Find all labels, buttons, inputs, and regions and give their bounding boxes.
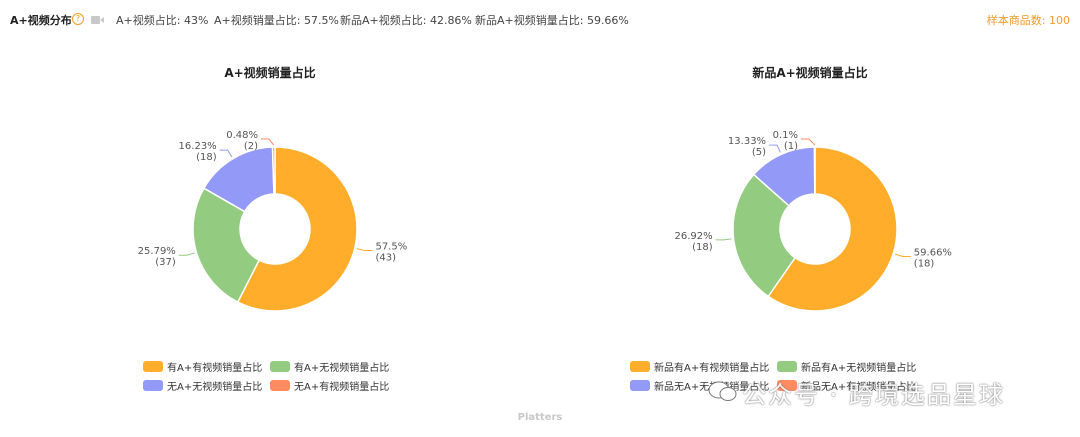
legend-label: 新品有A+无视频销量占比 (801, 363, 917, 374)
legend-swatch (270, 361, 290, 372)
pie-slice[interactable] (192, 187, 261, 304)
label-leader-line (261, 138, 275, 146)
label-leader-line (178, 252, 195, 256)
stat-new-aplus-video-ratio: 新品A+视频占比: 42.86% (340, 14, 472, 27)
label-leader-line (769, 144, 781, 153)
label-leader-line (715, 238, 732, 241)
data-label-count: (5) (752, 147, 766, 158)
legend-swatch (270, 380, 290, 391)
data-label-percent: 13.33% (728, 136, 766, 147)
label-leader-line (219, 149, 233, 158)
pie-slice[interactable] (271, 146, 276, 195)
chart-title: 新品A+视频销量占比 (752, 66, 868, 80)
section-title: A+视频分布 (10, 14, 72, 27)
data-label-percent: 0.1% (773, 130, 798, 141)
legend-label: 有A+无视频销量占比 (294, 363, 390, 374)
legend-item[interactable]: 无A+有视频销量占比 (270, 378, 389, 393)
stat-aplus-video-sales-ratio: A+视频销量占比: 57.5% (214, 14, 339, 27)
chart-panel-new-aplus-video-sales: 新品A+视频销量占比 59.66% (18) 26.92% (18) 13.33% (5)… (540, 52, 1080, 412)
stat-aplus-video-ratio: A+视频占比: 43% (116, 14, 209, 27)
legend-label: 有A+有视频销量占比 (167, 363, 263, 374)
data-label-count: (18) (196, 152, 217, 163)
data-label-percent: 59.66% (914, 247, 952, 258)
legend-item[interactable]: 有A+无视频销量占比 (270, 359, 389, 374)
legend-item[interactable]: 有A+有视频销量占比 (143, 359, 262, 374)
pie-slice[interactable] (732, 173, 797, 298)
wechat-logo-icon (708, 381, 737, 401)
data-label-percent: 16.23% (179, 141, 217, 152)
pie-slice[interactable] (767, 146, 898, 312)
sample-count: 样本商品数: 100 (986, 14, 1070, 27)
chart-panel-aplus-video-sales: A+视频销量占比 57.5% (43) 25.79% (37) 16.23% (18) 0.… (0, 52, 540, 412)
data-label-count: (37) (155, 257, 176, 268)
donut-chart-aplus-video-sales: 57.5%(43) 25.79%(37) 16.23%(18) 0.48%(2) (138, 130, 407, 312)
watermark: 公众号 · 跨境选品星球 (742, 381, 1005, 409)
data-label-percent: 25.79% (138, 246, 176, 257)
legend-label: 无A+无视频销量占比 (167, 382, 263, 393)
label-leader-line (895, 253, 911, 257)
legend-label: 新品有A+有视频销量占比 (654, 363, 770, 374)
chart-title: A+视频销量占比 (224, 66, 316, 80)
data-label-percent: 57.5% (375, 241, 407, 252)
legend-swatch (143, 380, 163, 391)
donut-chart-new-aplus-video-sales: 59.66%(18)26.92%(18)13.33%(5)0.1%(1) (675, 130, 952, 312)
legend-item[interactable]: 新品有A+有视频销量占比 (630, 359, 769, 374)
data-label-percent: 0.48% (226, 130, 258, 141)
data-label-count: (18) (914, 258, 935, 269)
data-label-count: (43) (375, 252, 396, 263)
legend-item[interactable]: 新品有A+无视频销量占比 (777, 359, 916, 374)
legend-swatch (143, 361, 163, 372)
legend-swatch (630, 361, 650, 372)
legend-swatch (630, 380, 650, 391)
data-label-count: (2) (244, 141, 258, 152)
legend-item[interactable]: 无A+无视频销量占比 (143, 378, 262, 393)
video-camera-icon (91, 16, 104, 24)
data-label-percent: 26.92% (675, 231, 713, 242)
legend-label: 无A+有视频销量占比 (294, 382, 390, 393)
question-circle-icon[interactable]: ? (72, 13, 84, 25)
legend-swatch (777, 361, 797, 372)
stat-new-aplus-video-sales-ratio: 新品A+视频销量占比: 59.66% (475, 14, 629, 27)
header-bar: A+视频分布 ? A+视频占比: 43% A+视频销量占比: 57.5% 新品A… (10, 12, 1070, 30)
pie-slice[interactable] (236, 146, 358, 312)
label-leader-line (801, 138, 816, 146)
footer-brand: Platters (517, 412, 563, 423)
legend-label: 新品无A+有视频销量占比 (801, 382, 917, 393)
data-label-count: (1) (784, 141, 798, 152)
legend-item[interactable]: 新品无A+有视频销量占比 (777, 378, 916, 393)
pie-slice[interactable] (813, 146, 816, 195)
data-label-count: (18) (692, 242, 713, 253)
label-leader-line (356, 248, 373, 251)
legend-swatch (777, 380, 797, 391)
